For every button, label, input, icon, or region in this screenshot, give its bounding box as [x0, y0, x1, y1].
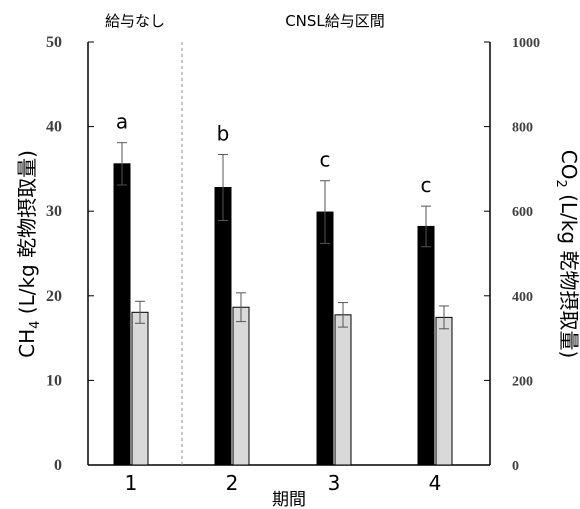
right-tick-label: 400 — [512, 290, 533, 305]
significance-letter: b — [217, 122, 230, 146]
x-tick-label: 4 — [429, 471, 442, 495]
left-y-axis-title-rest: (L/kg 乾物摂取量) — [15, 150, 39, 320]
right-tick-label: 1000 — [512, 36, 540, 51]
right-tick-label: 200 — [512, 374, 533, 389]
x-tick-label: 1 — [125, 471, 138, 495]
left-tick-label: 40 — [46, 119, 62, 136]
left-tick-label: 20 — [46, 288, 62, 305]
x-tick-label: 2 — [226, 471, 239, 495]
left-y-axis-title-subscript: 4 — [28, 321, 43, 329]
period-label-cnsl: CNSL給与区間 — [285, 12, 385, 30]
x-axis-title: 期間 — [272, 490, 306, 509]
co2-bar — [232, 306, 250, 466]
right-y-axis-title-subscript: 2 — [553, 179, 568, 187]
right-tick-label: 800 — [512, 121, 533, 136]
ch4-bar — [214, 187, 232, 466]
right-y-axis-title: CO2 (L/kg 乾物摂取量) — [553, 150, 580, 358]
significance-letter: c — [320, 148, 331, 172]
left-tick-label: 30 — [46, 203, 62, 220]
co2-bar — [334, 314, 352, 466]
left-y-axis-title-main: CH — [15, 329, 39, 358]
chart-marks: a b c c — [88, 41, 490, 466]
co2-bar — [131, 311, 149, 466]
significance-letter: c — [421, 173, 432, 197]
ch4-bar — [417, 225, 435, 466]
right-tick-label: 0 — [512, 459, 519, 474]
left-tick-label: 10 — [46, 372, 62, 389]
co2-bar — [435, 316, 453, 466]
ch4-bar — [316, 211, 334, 466]
period-label-no-feed: 給与なし — [105, 12, 165, 30]
right-tick-label: 600 — [512, 205, 533, 220]
right-y-axis-title-main: CO — [557, 150, 580, 180]
significance-letter: a — [116, 110, 128, 134]
ch4-bar — [113, 163, 131, 466]
right-y-axis-title-rest: (L/kg 乾物摂取量) — [557, 188, 580, 358]
left-y-axis-title: CH4 (L/kg 乾物摂取量) — [15, 150, 43, 358]
left-tick-label: 0 — [54, 457, 62, 474]
left-tick-label: 50 — [46, 34, 62, 51]
x-tick-label: 3 — [328, 471, 341, 495]
